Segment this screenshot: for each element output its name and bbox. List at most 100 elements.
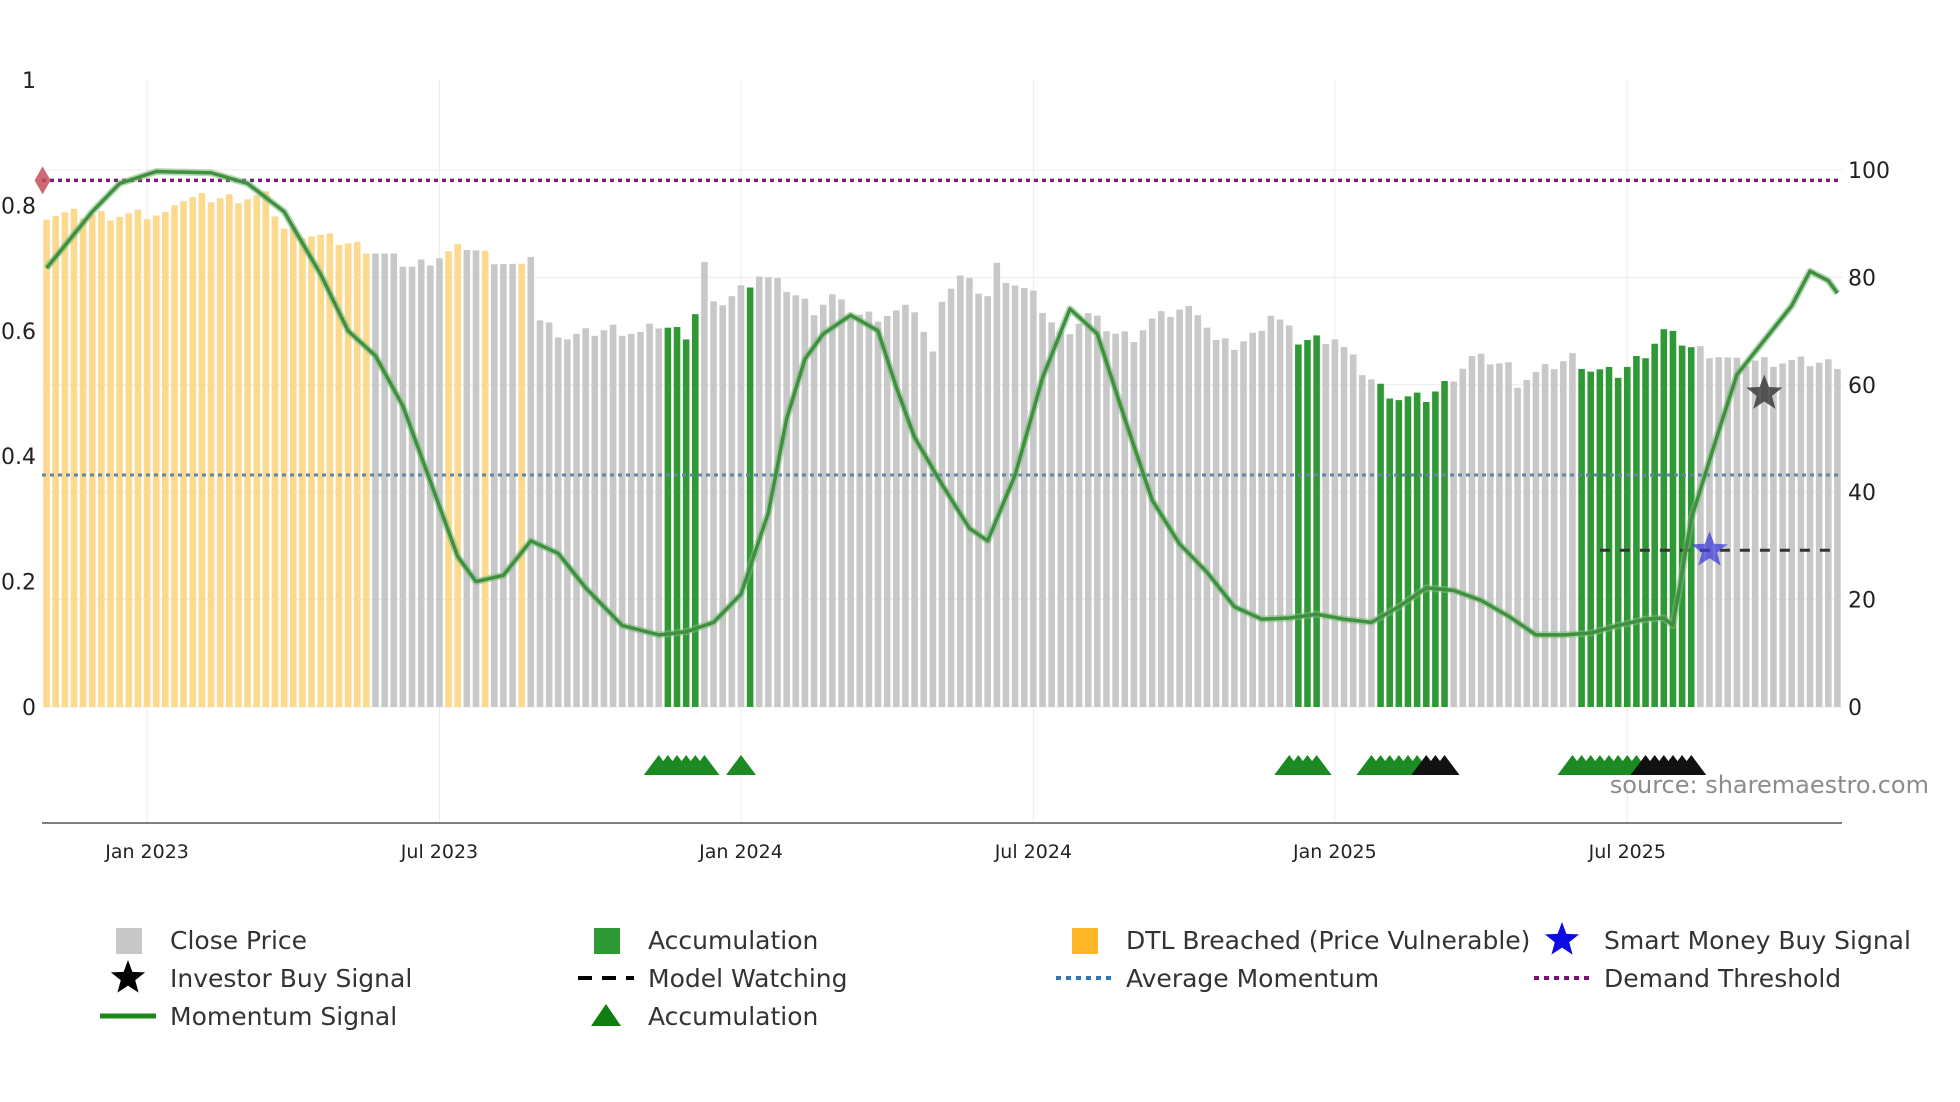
close-price-bar (1030, 290, 1037, 707)
close-price-bar (829, 294, 836, 707)
accumulation-triangle-marker (689, 755, 720, 775)
close-price-bar (527, 256, 535, 707)
close-price-bar (902, 304, 909, 707)
x-axis-tick-label: Jan 2023 (104, 841, 189, 863)
close-price-bar (1221, 338, 1229, 707)
left-axis-tick-label: 1 (22, 69, 36, 94)
dtl-breached-bar (152, 215, 160, 708)
legend-item-accumulation-marker: Accumulation (574, 998, 818, 1034)
source-note: source: sharemaestro.com (1610, 771, 1929, 799)
close-price-bar (1742, 365, 1750, 707)
close-price-bar (1788, 359, 1796, 707)
dtl-breached-bar (317, 234, 324, 707)
close-price-bar (1715, 357, 1722, 707)
close-price-bar (1514, 387, 1521, 707)
accumulation-triangle-marker (1301, 755, 1332, 775)
right-axis-tick-label: 80 (1848, 266, 1876, 291)
close-price-bar (591, 335, 599, 707)
close-price-bar (920, 331, 928, 707)
close-price-bar (1020, 288, 1028, 707)
dtl-breached-bar (88, 214, 96, 707)
close-price-bar (701, 262, 708, 707)
dtl-breached-bar (189, 197, 197, 707)
accumulation-bar (1304, 339, 1311, 707)
close-price-bar (554, 337, 562, 707)
dtl-breached-bar (481, 250, 489, 707)
close-price-bar (1212, 339, 1220, 707)
legend-square-gray (116, 928, 142, 954)
dtl-breached-bar (454, 244, 462, 708)
close-price-bar (1249, 332, 1256, 707)
close-price-bar (536, 320, 544, 707)
accumulation-bar (1413, 392, 1421, 707)
close-price-bar (1349, 354, 1357, 707)
close-price-bar (1450, 381, 1457, 707)
dtl-breached-bar (244, 199, 251, 708)
smart-money-star-icon (1530, 922, 1594, 958)
investor-buy-triangle-marker (1676, 755, 1707, 775)
dtl-breached-bar (52, 216, 59, 708)
dtl-breached-bar (289, 226, 297, 708)
legend-symbol-accumulation-bar (574, 922, 638, 958)
accumulation-bar (1651, 343, 1658, 707)
signal-markers (34, 166, 1783, 775)
close-price-bar (1267, 315, 1275, 707)
close-price-bar (500, 264, 507, 707)
close-price-bar (1066, 334, 1074, 707)
close-price-bar (1797, 356, 1805, 707)
axes: 0 0.2 0.4 0.6 0.8 1 0 20 40 60 80 100 Jan 2023 Jul 20… (1, 69, 1890, 863)
legend-label-investor-buy: Investor Buy Signal (170, 963, 413, 993)
close-price-bar (1075, 323, 1083, 707)
legend-label-accumulation-marker: Accumulation (648, 1001, 819, 1031)
threshold-start-marker (34, 166, 51, 195)
dtl-breached-bar (363, 253, 370, 708)
dtl-breached-bar (116, 216, 123, 707)
close-price-bar (1240, 341, 1247, 707)
x-axis-tick-label: Jan 2024 (698, 841, 783, 863)
accumulation-bar (1377, 383, 1384, 707)
close-price-bar (463, 250, 471, 707)
dtl-breached-bar (226, 194, 233, 708)
accumulation-bar (1386, 398, 1394, 707)
accumulation-bar (1441, 381, 1448, 707)
close-price-bar (436, 258, 443, 707)
dtl-breached-bar (198, 193, 206, 707)
close-price-bar (582, 328, 589, 707)
accumulation-bar (1596, 369, 1604, 707)
close-price-bar (956, 275, 964, 707)
legend-item-dtl-breached: DTL Breached (Price Vulnerable) (1052, 922, 1530, 958)
legend: Close Price Accumulation DTL Breached (P… (96, 922, 1916, 1042)
legend-symbol-momentum-signal (96, 998, 160, 1034)
close-price-bar (819, 304, 827, 707)
close-price-bar (655, 328, 663, 707)
accumulation-bar (1432, 391, 1439, 707)
accumulation-bar (1313, 335, 1320, 707)
dtl-breached-bar (79, 218, 87, 707)
dtl-breached-bar (107, 220, 114, 707)
close-price-bar (628, 333, 635, 707)
close-price-bar (1121, 331, 1129, 707)
close-price-bar (618, 335, 626, 707)
close-price-bar (719, 305, 726, 707)
close-price-bar (1084, 313, 1092, 707)
legend-star-blue (1544, 922, 1580, 955)
accumulation-bar (1605, 366, 1613, 707)
dtl-breached-bar (299, 238, 306, 707)
close-price-bar (1834, 368, 1841, 707)
close-price-bar (1477, 353, 1485, 707)
close-price-bar (417, 259, 425, 707)
left-axis-tick-label: 0.8 (1, 194, 36, 219)
close-price-bar (801, 298, 809, 707)
close-price-bar (399, 266, 407, 707)
close-price-bar (1094, 315, 1101, 707)
left-axis-tick-label: 0.4 (1, 445, 36, 470)
close-price-bar (1541, 364, 1549, 707)
close-price-bar (390, 253, 398, 708)
right-axis-tick-label: 20 (1848, 589, 1876, 614)
close-price-bar (1770, 366, 1777, 707)
close-price-bar (1130, 342, 1138, 707)
close-price-bar (1523, 379, 1531, 707)
close-price-bar (545, 322, 553, 707)
investor-buy-signal-star (1746, 374, 1783, 409)
legend-item-momentum-signal: Momentum Signal (96, 998, 397, 1034)
